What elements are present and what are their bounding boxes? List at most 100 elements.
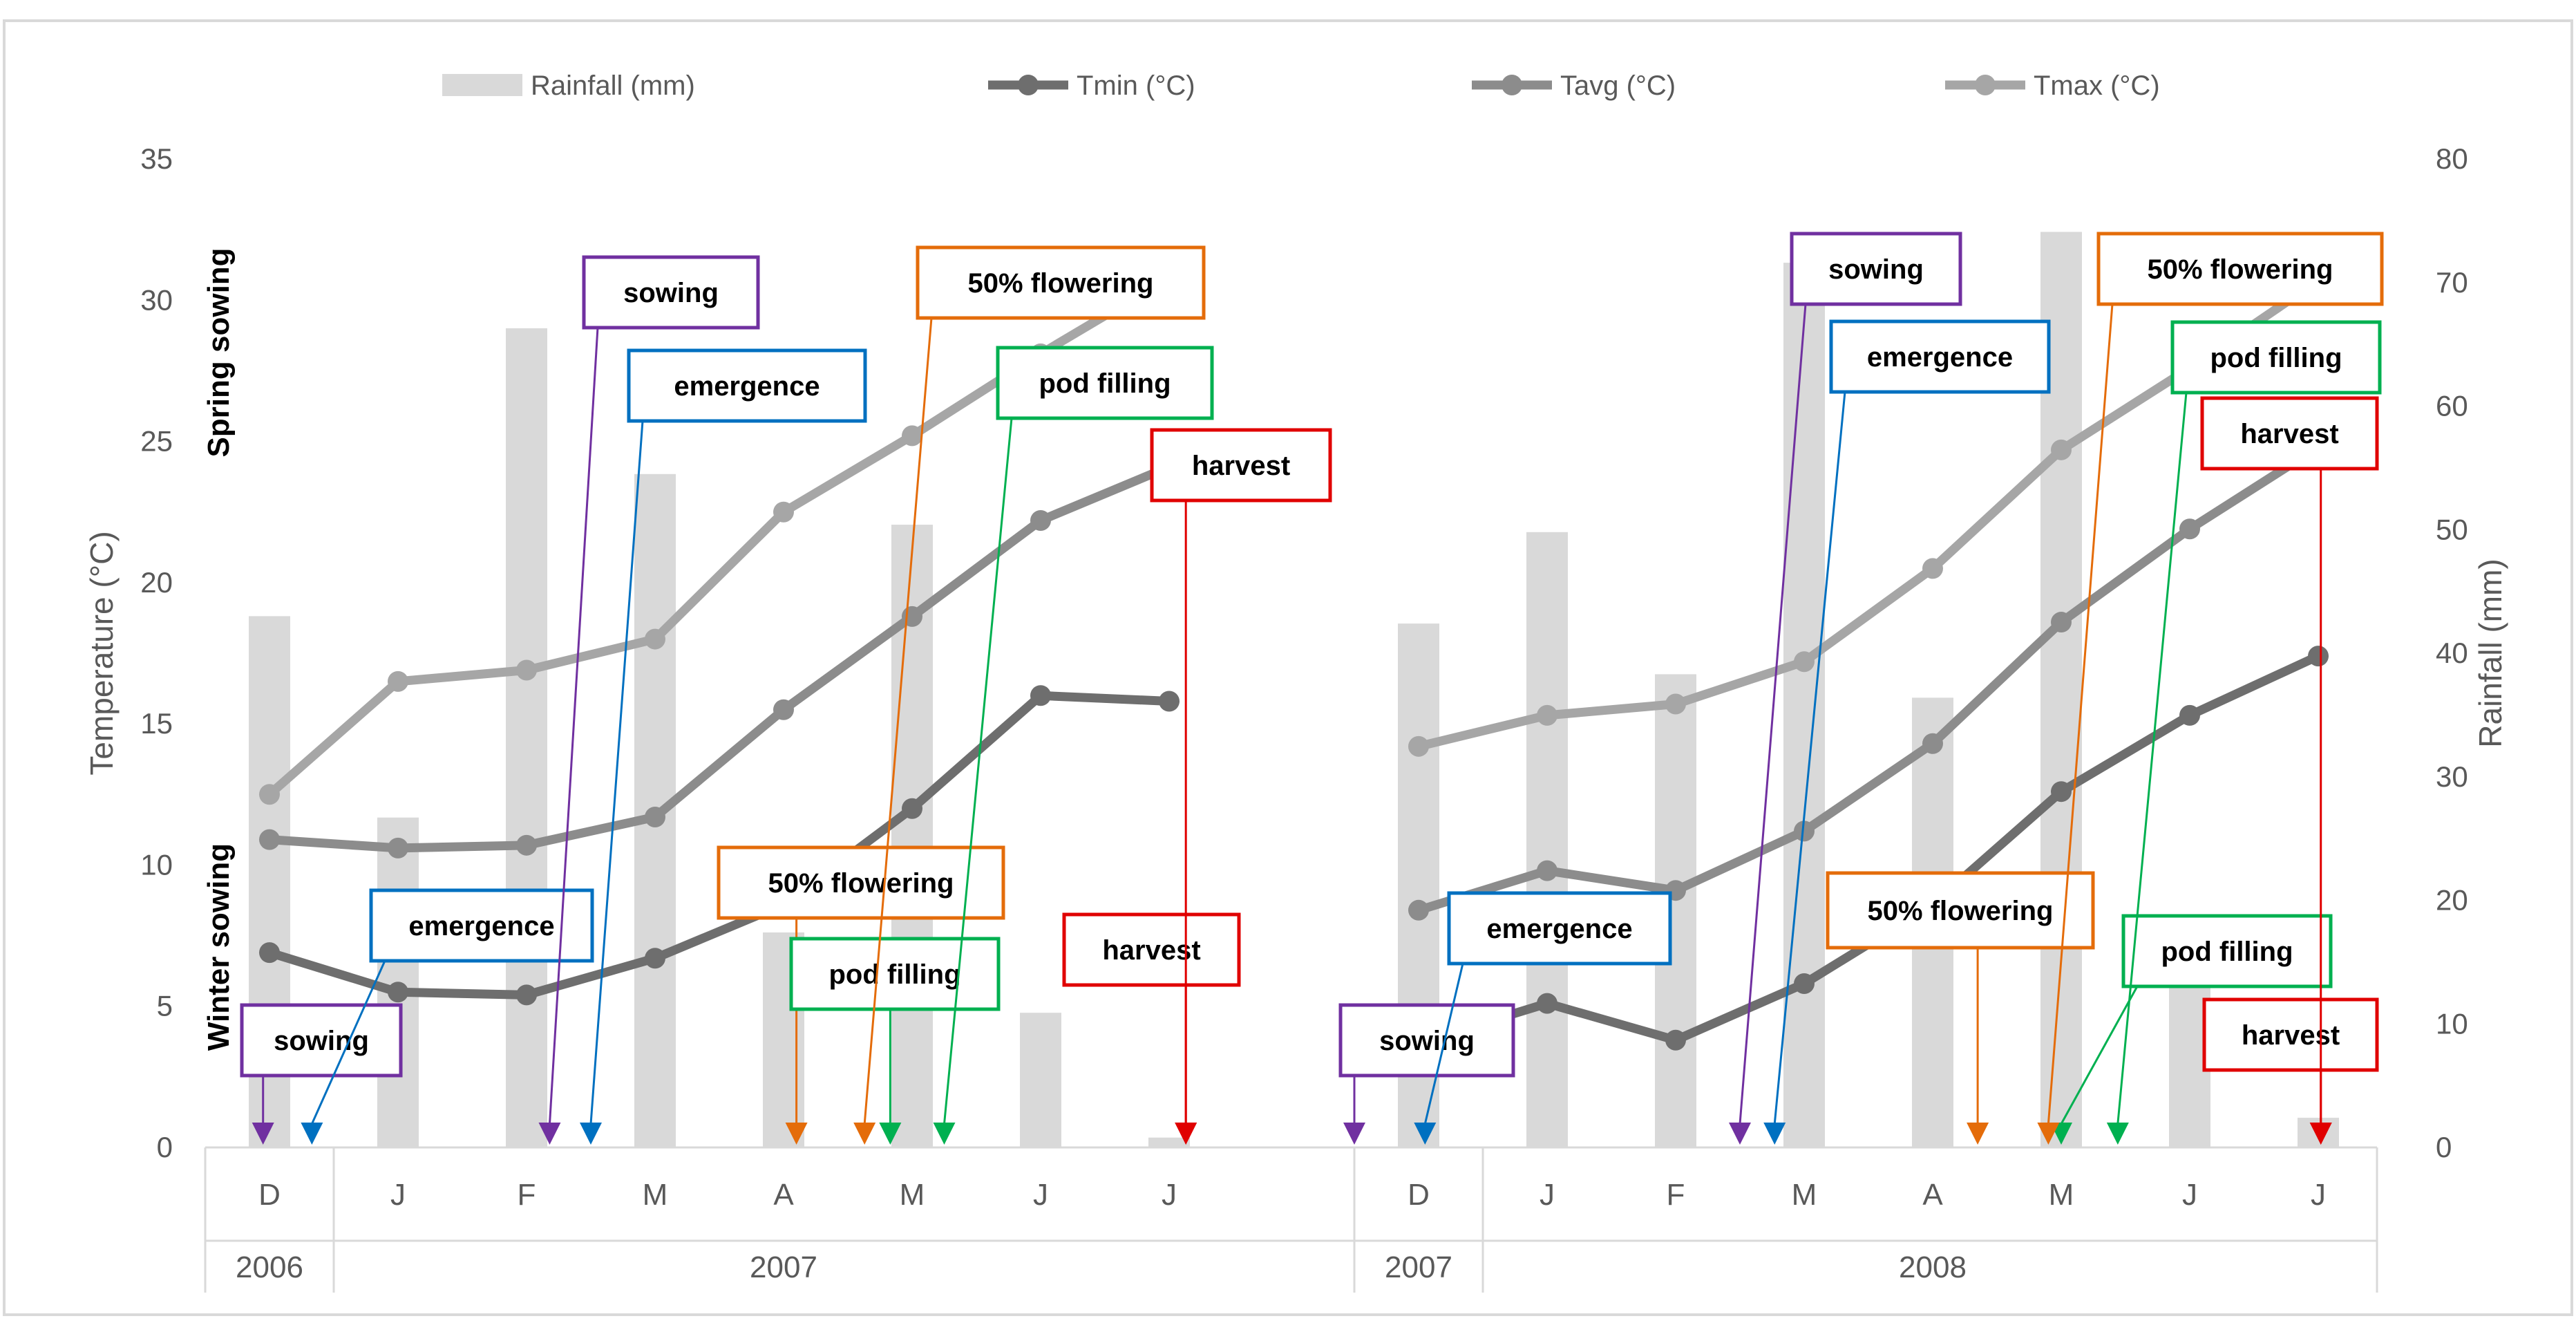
- legend-tmax-marker: [1975, 75, 1996, 95]
- winter-flowering-label: 50% flowering: [1868, 896, 2054, 926]
- winter-pod_filling-box: [789, 937, 1001, 1011]
- tavg-point: [2051, 612, 2072, 633]
- tmin-point: [259, 942, 280, 964]
- y-left-tick-label: 25: [140, 425, 173, 458]
- winter-pod_filling-connector: [2060, 986, 2139, 1125]
- legend-tavg-marker: [1502, 75, 1522, 95]
- winter-pod_filling-label: pod filling: [828, 959, 960, 990]
- winter-flowering-label: 50% flowering: [768, 868, 954, 899]
- tavg-point: [516, 834, 537, 856]
- spring-flowering-connector: [2047, 303, 2114, 1125]
- spring-flowering-arrowhead: [2037, 1123, 2060, 1145]
- y-right-tick-label: 0: [2436, 1131, 2452, 1163]
- month-label: M: [643, 1178, 668, 1212]
- y-right-tick-label: 70: [2436, 266, 2468, 299]
- spring-sowing-connector: [1739, 303, 1807, 1125]
- y-left-tick-label: 35: [140, 142, 173, 175]
- winter-emergence-connector: [311, 960, 386, 1125]
- tmin-point: [388, 982, 408, 1003]
- spring-emergence-label: emergence: [674, 371, 820, 402]
- year-label: 2007: [750, 1250, 817, 1284]
- y-left-tick-label: 30: [140, 283, 173, 316]
- legend-tmin-label: Tmin (°C): [1077, 71, 1195, 101]
- tmax-point: [516, 659, 537, 681]
- year-label: 2008: [1899, 1250, 1967, 1284]
- spring-pod_filling-arrowhead: [933, 1123, 956, 1145]
- spring-emergence-label: emergence: [1867, 342, 2013, 373]
- tavg-point: [1922, 733, 1943, 754]
- winter-flowering-arrowhead: [785, 1123, 808, 1145]
- month-label: M: [900, 1178, 925, 1212]
- rainfall-bar: [1526, 532, 1568, 1147]
- winter-sowing-arrowhead: [1343, 1123, 1365, 1145]
- tmax-point: [773, 501, 794, 523]
- tmax-point: [1665, 693, 1686, 715]
- spring-sowing-arrowhead: [1729, 1123, 1751, 1145]
- spring-emergence-box: [1829, 319, 2051, 394]
- spring-flowering-label: 50% flowering: [968, 268, 1154, 299]
- spring-emergence-connector: [589, 420, 644, 1125]
- winter-flowering-arrowhead: [1967, 1123, 1989, 1145]
- tmin-point: [1665, 1029, 1686, 1051]
- month-label: J: [1033, 1178, 1048, 1212]
- y-left-tick-label: 10: [140, 848, 173, 881]
- tavg-line: [1417, 443, 2321, 915]
- winter-harvest-label: harvest: [1102, 935, 1200, 966]
- y-left-axis-title: Temperature (°C): [84, 531, 120, 775]
- spring-harvest-arrowhead: [2309, 1123, 2332, 1145]
- winter-harvest-label: harvest: [2242, 1020, 2340, 1051]
- y-right-tick-label: 10: [2436, 1007, 2468, 1040]
- winter-pod_filling-label: pod filling: [2161, 937, 2293, 967]
- tmin-point: [516, 984, 537, 1006]
- winter-emergence-label: emergence: [1486, 914, 1632, 944]
- tmin-point: [2051, 781, 2072, 803]
- legend-rainfall-label: Rainfall (mm): [531, 71, 695, 101]
- winter-emergence-arrowhead: [1414, 1123, 1437, 1145]
- winter-sowing-box: [240, 1003, 403, 1078]
- tmax-line: [1417, 276, 2321, 751]
- month-label: J: [1540, 1178, 1555, 1212]
- side-labels: Spring sowing Winter sowing: [202, 247, 236, 1051]
- spring-sowing-label: sowing: [1828, 254, 1924, 285]
- spring-harvest-arrowhead: [1175, 1123, 1197, 1145]
- month-label: J: [1162, 1178, 1177, 1212]
- spring-pod_filling-label: pod filling: [2210, 343, 2342, 373]
- tmin-point: [1159, 691, 1180, 712]
- month-label: A: [1922, 1178, 1943, 1212]
- year-label: 2006: [236, 1250, 303, 1284]
- legend: Rainfall (mm) Tmin (°C) Tavg (°C) Tmax (°C): [442, 71, 2160, 101]
- tavg-point: [902, 606, 922, 627]
- month-label: M: [2049, 1178, 2074, 1212]
- y-left-tick-label: 15: [140, 707, 173, 740]
- spring-pod_filling-connector: [943, 418, 1013, 1125]
- winter-emergence-label: emergence: [408, 911, 554, 941]
- spring-sowing-box: [1790, 232, 1962, 306]
- y-left-tick-label: 5: [157, 990, 173, 1022]
- tmax-point: [902, 425, 922, 447]
- axes: 0 5 10 15 20 25 30 35 0 10 20 30 40 50 60 70 80 Temperatu…: [84, 142, 2508, 1293]
- winter-pod_filling-box: [2121, 914, 2333, 988]
- y-right-axis-title: Rainfall (mm): [2472, 559, 2508, 747]
- tmax-point: [259, 784, 280, 805]
- winter-sowing-label: sowing: [1379, 1026, 1475, 1056]
- rainfall-bars: [249, 232, 2339, 1148]
- tavg-point: [1794, 820, 1815, 842]
- month-label: J: [2311, 1178, 2326, 1212]
- spring-harvest-box: [2200, 396, 2379, 471]
- winter-emergence-box: [1447, 891, 1672, 966]
- tmax-point: [388, 670, 408, 692]
- legend-tavg-label: Tavg (°C): [1560, 71, 1676, 101]
- tmax-point: [645, 628, 665, 650]
- winter-sowing-box: [1338, 1003, 1515, 1078]
- tmax-point: [1794, 651, 1815, 673]
- winter-emergence-connector: [1423, 963, 1464, 1125]
- spring-flowering-label: 50% flowering: [2148, 254, 2333, 285]
- tavg-point: [645, 806, 665, 827]
- tavg-point: [1030, 509, 1051, 531]
- month-label: J: [2182, 1178, 2197, 1212]
- tmin-point: [902, 798, 922, 819]
- month-label: D: [1408, 1178, 1430, 1212]
- tavg-point: [2179, 518, 2200, 540]
- y-right-tick-label: 50: [2436, 513, 2468, 545]
